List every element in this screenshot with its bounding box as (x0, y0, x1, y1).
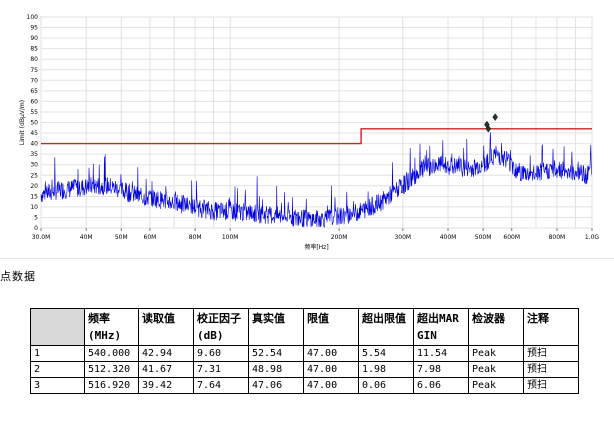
cell-over-limit: 0.06 (358, 377, 414, 394)
table-row: 3 516.920 39.42 7.64 47.06 47.00 0.06 6.… (30, 377, 579, 394)
peak-marker (485, 124, 492, 133)
cell-index: 3 (30, 377, 85, 394)
cell-correction: 7.31 (193, 361, 249, 378)
x-tick-label: 1.0G (585, 234, 600, 241)
y-tick-label: 10 (30, 204, 38, 211)
cell-index: 1 (30, 345, 85, 362)
measurement-trace (40, 132, 593, 228)
emi-chart-panel: 0 5 10 15 20 25 30 35 40 45 50 55 60 65 70 75 80 85 90 95 10… (19, 14, 600, 251)
header-limit: 限值 (303, 308, 359, 346)
y-tick-label: 30 (30, 162, 38, 169)
x-tick-label: 300M (394, 234, 411, 241)
x-tick-label: 60M (144, 234, 157, 241)
cell-frequency: 540.000 (84, 345, 139, 362)
header-over-limit: 超出限值 (358, 308, 414, 346)
y-tick-label: 80 (30, 56, 38, 63)
y-tick-label: 90 (30, 35, 38, 42)
x-tick-label: 200M (331, 234, 348, 241)
cell-true-value: 47.06 (248, 377, 304, 394)
cell-over-limit: 1.98 (358, 361, 414, 378)
header-detector: 检波器 (468, 308, 524, 346)
header-note: 注释 (523, 308, 579, 346)
cell-index: 2 (30, 361, 85, 378)
cell-margin: 7.98 (413, 361, 469, 378)
limit-line (41, 128, 592, 145)
cell-detector: Peak (468, 345, 524, 362)
y-tick-label: 55 (30, 109, 38, 116)
header-margin: 超出MARGIN (413, 308, 469, 346)
y-tick-label: 75 (30, 67, 38, 74)
table-row: 2 512.320 41.67 7.31 48.98 47.00 1.98 7.… (30, 361, 579, 378)
x-tick-label: 100M (222, 234, 239, 241)
cell-true-value: 52.54 (248, 345, 304, 362)
header-correction: 校正因子 (dB) (193, 308, 249, 346)
y-tick-label: 65 (30, 88, 38, 95)
cell-margin: 11.54 (413, 345, 469, 362)
cell-correction: 7.64 (193, 377, 249, 394)
table-header-row: 频率 (MHz) 读取值 校正因子 (dB) 真实值 限值 超出限值 超出MAR… (30, 308, 579, 346)
x-tick-label: 30.0M (32, 234, 51, 241)
cell-note: 预扫 (523, 361, 579, 378)
cell-margin: 6.06 (413, 377, 469, 394)
cell-note: 预扫 (523, 377, 579, 394)
cell-true-value: 48.98 (248, 361, 304, 378)
x-tick-label: 400M (440, 234, 457, 241)
header-reading: 读取值 (138, 308, 194, 346)
section-title: 点数据 (0, 270, 36, 283)
y-tick-label: 45 (30, 130, 38, 137)
y-tick-label: 95 (30, 25, 38, 32)
x-tick-label: 80M (189, 234, 202, 241)
y-tick-label: 5 (34, 214, 38, 221)
results-table: 频率 (MHz) 读取值 校正因子 (dB) 真实值 限值 超出限值 超出MAR… (30, 308, 579, 394)
y-tick-label: 60 (30, 98, 38, 105)
cell-reading: 42.94 (138, 345, 194, 362)
cell-frequency: 516.920 (84, 377, 139, 394)
y-tick-label: 0 (34, 225, 38, 232)
y-tick-label: 85 (30, 46, 38, 53)
cell-limit: 47.00 (303, 377, 359, 394)
x-tick-label: 40M (80, 234, 93, 241)
y-tick-label: 25 (30, 172, 38, 179)
divider (0, 258, 614, 259)
y-tick-label: 40 (30, 141, 38, 148)
cell-note: 预扫 (523, 345, 579, 362)
cell-reading: 39.42 (138, 377, 194, 394)
y-tick-label: 15 (30, 193, 38, 200)
header-index (30, 308, 85, 346)
y-tick-label: 35 (30, 151, 38, 158)
header-true-value: 真实值 (248, 308, 304, 346)
cell-correction: 9.60 (193, 345, 249, 362)
x-tick-label: 600M (503, 234, 520, 241)
x-tick-label: 800M (549, 234, 566, 241)
table-row: 1 540.000 42.94 9.60 52.54 47.00 5.54 11… (30, 345, 579, 362)
x-tick-label: 500M (475, 234, 492, 241)
y-axis-label: Limit (dBµV/m) (19, 100, 26, 145)
cell-detector: Peak (468, 377, 524, 394)
header-frequency: 频率 (MHz) (84, 308, 139, 346)
y-tick-label: 20 (30, 183, 38, 190)
x-tick-label: 50M (115, 234, 128, 241)
y-tick-label: 70 (30, 77, 38, 84)
peak-marker (492, 113, 498, 121)
cell-limit: 47.00 (303, 345, 359, 362)
cell-frequency: 512.320 (84, 361, 139, 378)
y-tick-label: 50 (30, 120, 38, 127)
cell-limit: 47.00 (303, 361, 359, 378)
cell-reading: 41.67 (138, 361, 194, 378)
cell-over-limit: 5.54 (358, 345, 414, 362)
cell-detector: Peak (468, 361, 524, 378)
emi-chart: 0 5 10 15 20 25 30 35 40 45 50 55 60 65 70 75 80 85 90 95 10… (19, 14, 600, 251)
x-axis-label: 频率[Hz] (304, 243, 328, 251)
y-tick-label: 100 (27, 14, 39, 21)
